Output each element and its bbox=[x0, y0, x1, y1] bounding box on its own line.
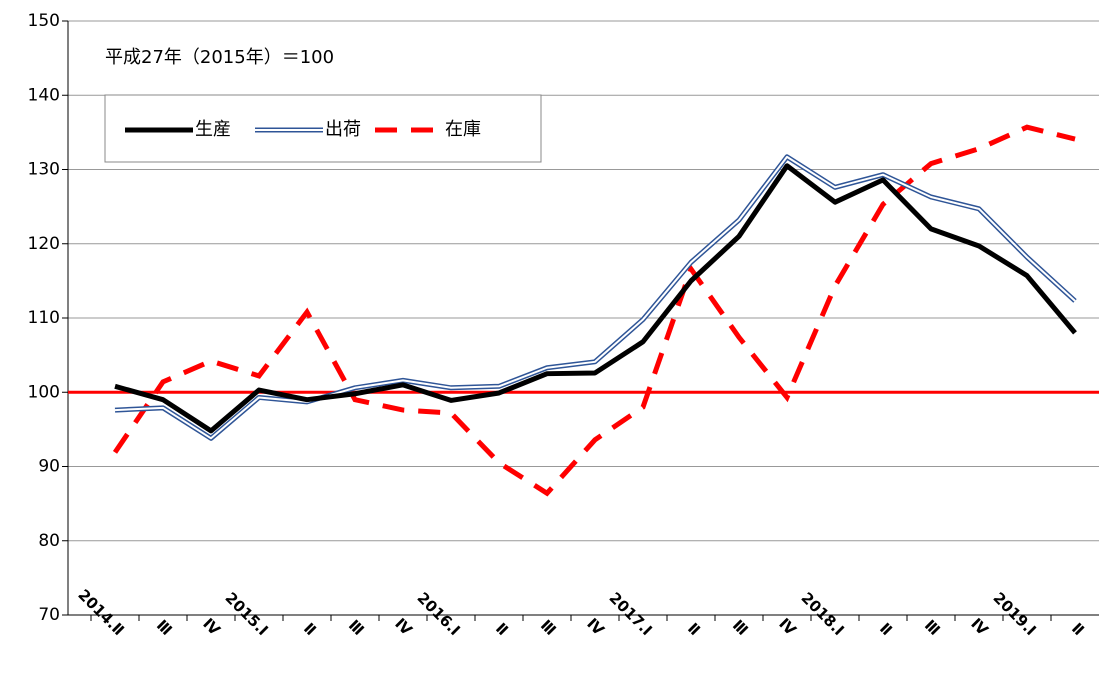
y-tick-label: 90 bbox=[38, 457, 60, 477]
y-tick-label: 120 bbox=[28, 234, 60, 254]
y-tick-label: 110 bbox=[28, 308, 60, 328]
series-line bbox=[114, 155, 1076, 440]
annotation: 平成27年（2015年）＝100 bbox=[105, 47, 334, 68]
legend-label: 出荷 bbox=[325, 119, 361, 140]
legend: 生産 出荷 在庫 bbox=[104, 94, 542, 163]
y-tick-label: 130 bbox=[28, 160, 60, 180]
legend-label: 在庫 bbox=[445, 119, 481, 140]
y-tick-label: 140 bbox=[28, 85, 60, 105]
series-line bbox=[114, 163, 1077, 434]
y-tick-label: 80 bbox=[38, 531, 60, 551]
series-line bbox=[112, 124, 1076, 497]
y-tick-label: 70 bbox=[38, 605, 60, 625]
y-tick-label: 100 bbox=[28, 382, 60, 402]
legend-label: 生産 bbox=[195, 119, 231, 140]
y-tick-label: 150 bbox=[28, 11, 60, 31]
